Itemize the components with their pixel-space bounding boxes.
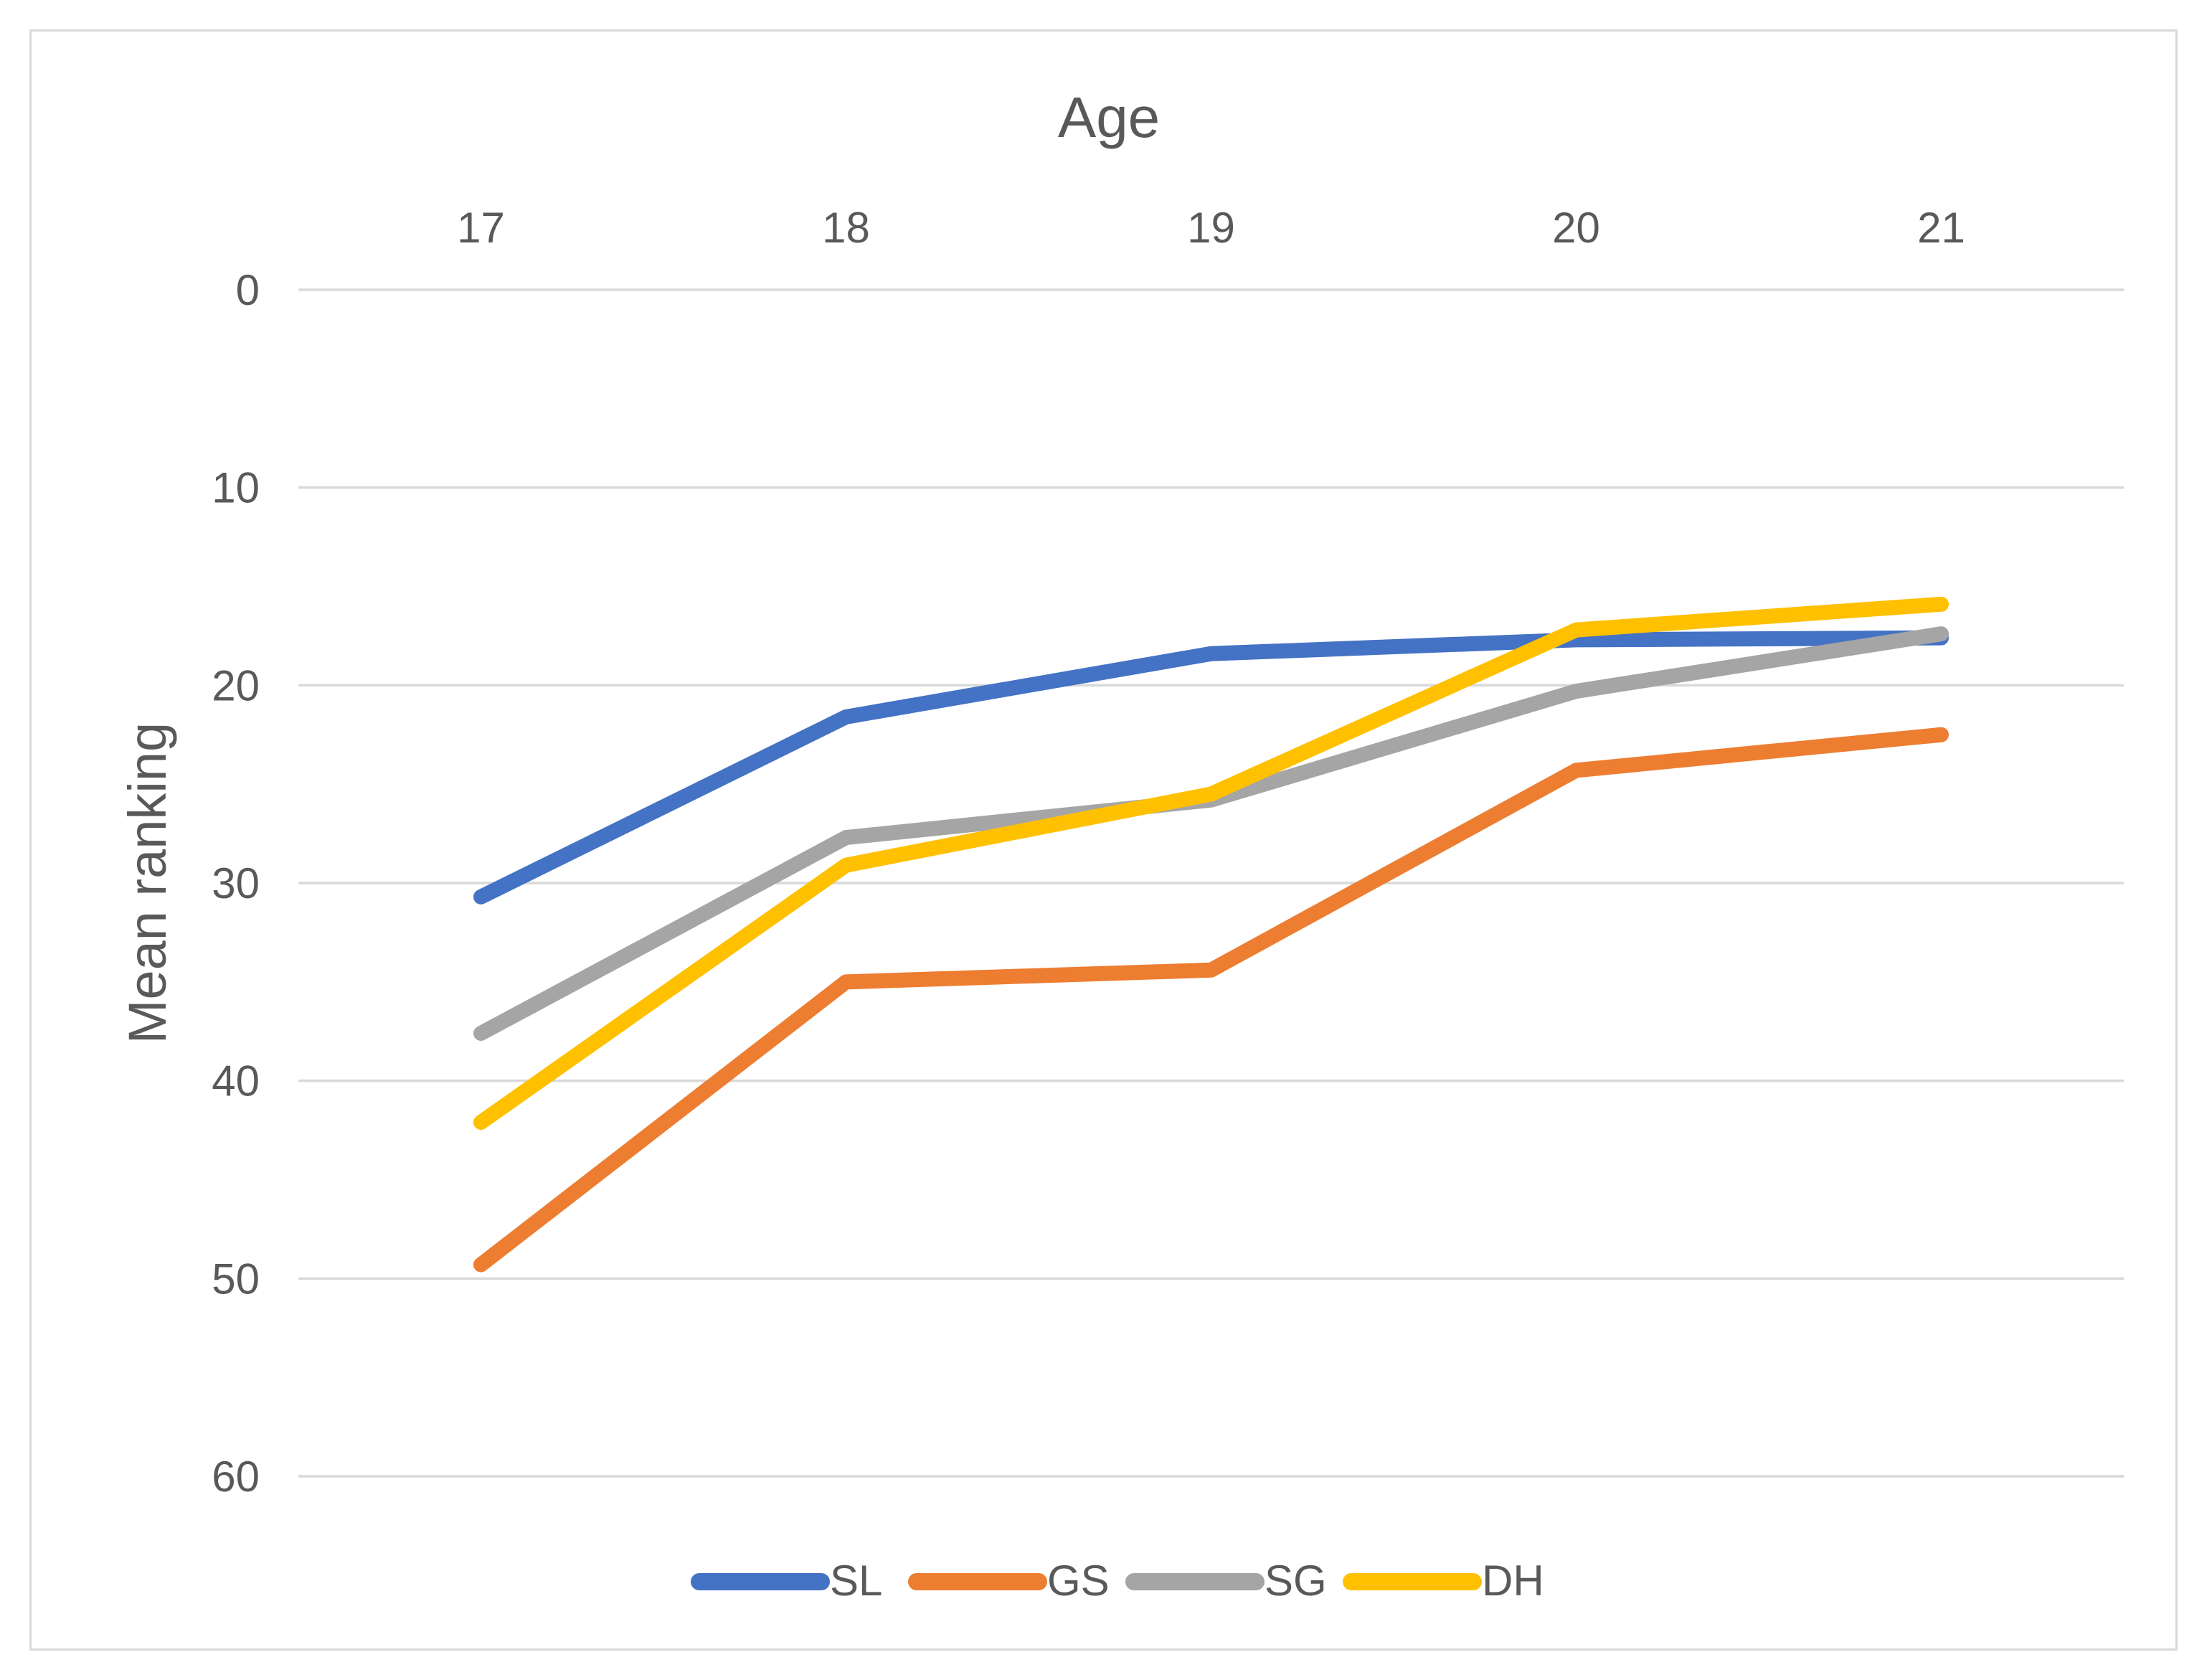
series-line-SL xyxy=(473,630,1949,905)
chart-border-frame xyxy=(29,29,2178,1651)
series-lines xyxy=(473,596,1949,1273)
legend-label-SG: SG xyxy=(1265,1557,1327,1605)
x-tick-label-18: 18 xyxy=(822,204,870,252)
series-line-GS xyxy=(473,727,1949,1273)
y-tick-label-40: 40 xyxy=(212,1057,260,1105)
y-axis-tick-labels: 0 10 20 30 40 50 60 xyxy=(212,266,260,1501)
y-axis-title: Mean ranking xyxy=(118,722,177,1044)
series-line-DH xyxy=(473,596,1949,1131)
chart-title: Age xyxy=(1058,85,1160,149)
y-tick-label-20: 20 xyxy=(212,661,260,709)
gridlines xyxy=(298,288,2124,1478)
y-tick-label-30: 30 xyxy=(212,859,260,907)
y-tick-label-60: 60 xyxy=(212,1453,260,1501)
x-axis-tick-labels: 17 18 19 20 21 xyxy=(457,204,1965,252)
x-tick-label-19: 19 xyxy=(1187,204,1235,252)
legend-label-SL: SL xyxy=(830,1557,882,1605)
y-tick-label-0: 0 xyxy=(236,266,260,314)
legend-label-GS: GS xyxy=(1047,1557,1110,1605)
y-tick-label-50: 50 xyxy=(212,1255,260,1303)
y-tick-label-10: 10 xyxy=(212,464,260,512)
legend-label-DH: DH xyxy=(1482,1557,1544,1605)
legend: SL GS SG DH xyxy=(691,1557,1544,1605)
x-tick-label-21: 21 xyxy=(1917,204,1965,252)
x-tick-label-20: 20 xyxy=(1552,204,1600,252)
x-tick-label-17: 17 xyxy=(457,204,505,252)
